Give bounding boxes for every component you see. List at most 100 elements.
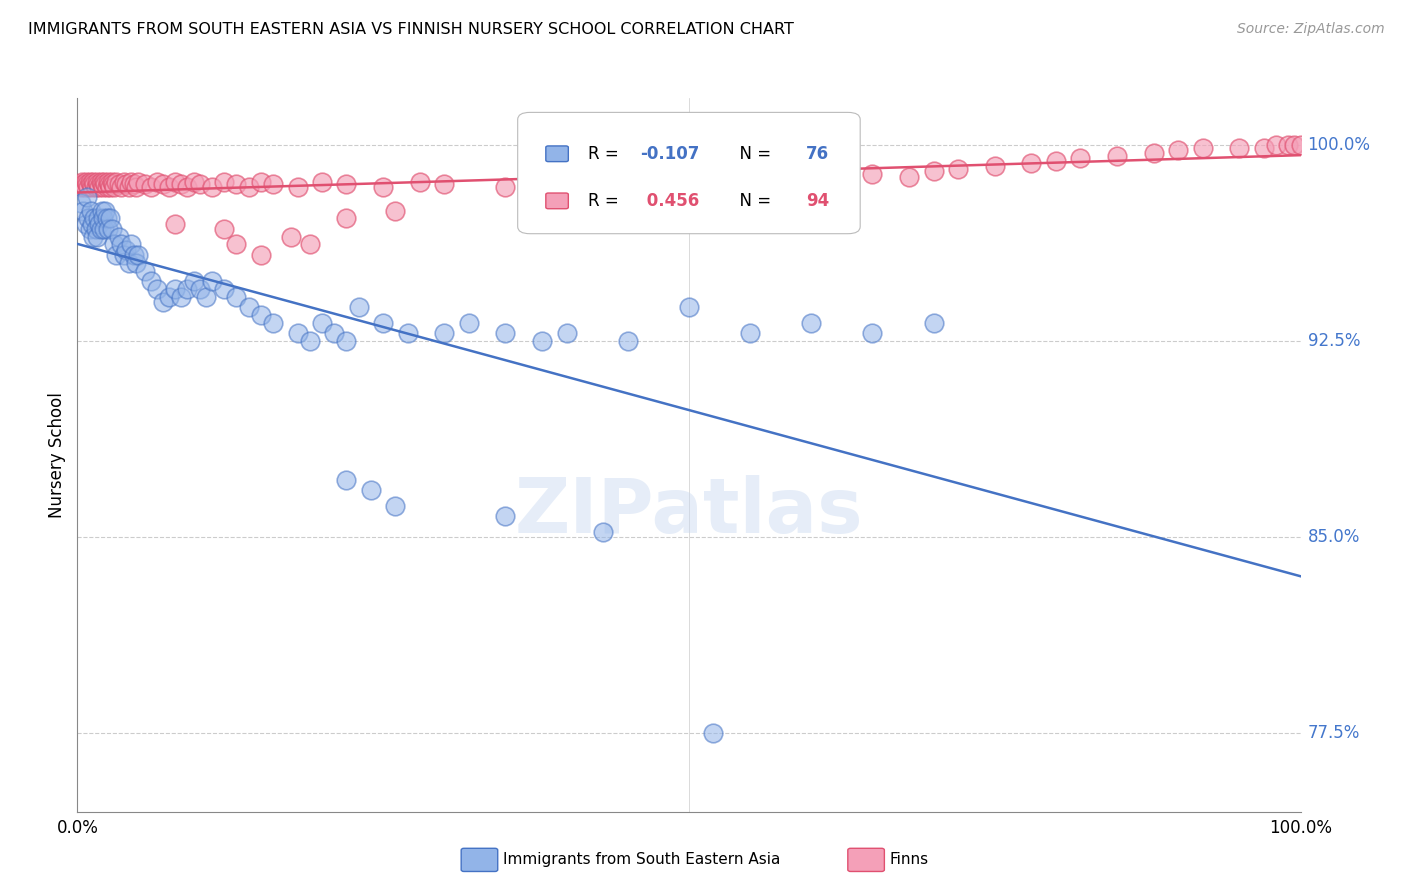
Point <box>120 237 142 252</box>
Point <box>89 180 111 194</box>
Text: R =: R = <box>588 192 624 210</box>
Point <box>287 180 309 194</box>
Point <box>1167 144 1189 158</box>
Point <box>97 175 120 189</box>
Point <box>127 248 149 262</box>
Point <box>100 175 122 189</box>
Point <box>347 300 370 314</box>
Point <box>94 178 117 192</box>
Point <box>298 237 321 252</box>
Point <box>371 316 394 330</box>
Text: N =: N = <box>728 145 776 162</box>
Point <box>311 175 333 189</box>
Point <box>98 178 121 192</box>
Text: 100.0%: 100.0% <box>1308 136 1371 154</box>
Point <box>90 203 112 218</box>
Point <box>250 175 273 189</box>
Point <box>800 175 823 189</box>
Point <box>335 473 357 487</box>
Point <box>384 499 406 513</box>
Point <box>86 175 108 189</box>
Point <box>87 178 110 192</box>
Point <box>84 222 107 236</box>
Point <box>702 726 724 740</box>
Point <box>1045 153 1067 168</box>
FancyBboxPatch shape <box>546 146 568 161</box>
Point <box>87 211 110 226</box>
Point <box>1289 138 1312 153</box>
Point <box>98 211 121 226</box>
Point <box>238 300 260 314</box>
Point <box>1191 141 1213 155</box>
Point <box>100 222 122 236</box>
Point <box>298 334 321 349</box>
Point <box>280 229 302 244</box>
Point <box>898 169 921 184</box>
Point <box>188 282 211 296</box>
Point <box>115 178 138 192</box>
Point <box>122 178 145 192</box>
Point <box>194 290 217 304</box>
Point <box>139 274 162 288</box>
Point <box>152 295 174 310</box>
Point <box>323 326 346 341</box>
Point <box>127 175 149 189</box>
Point <box>79 222 101 236</box>
Point <box>176 180 198 194</box>
Text: R =: R = <box>588 145 624 162</box>
Point <box>311 316 333 330</box>
Point <box>165 175 187 189</box>
Point <box>70 180 93 194</box>
Text: -0.107: -0.107 <box>641 145 700 162</box>
Point <box>946 161 969 176</box>
Point <box>740 326 762 341</box>
Point <box>225 237 247 252</box>
Point <box>862 326 884 341</box>
Point <box>94 203 117 218</box>
Text: 0.456: 0.456 <box>641 192 699 210</box>
Point <box>75 217 97 231</box>
Point <box>740 169 762 184</box>
Point <box>152 178 174 192</box>
Point <box>110 237 132 252</box>
Point <box>617 334 640 349</box>
Point <box>360 483 382 498</box>
Point <box>70 175 93 189</box>
Point <box>984 159 1007 173</box>
Point <box>170 178 193 192</box>
Point <box>72 203 94 218</box>
Point <box>433 326 456 341</box>
Text: Finns: Finns <box>890 853 929 867</box>
Text: Source: ZipAtlas.com: Source: ZipAtlas.com <box>1237 22 1385 37</box>
Point <box>1107 148 1129 162</box>
Text: IMMIGRANTS FROM SOUTH EASTERN ASIA VS FINNISH NURSERY SCHOOL CORRELATION CHART: IMMIGRANTS FROM SOUTH EASTERN ASIA VS FI… <box>28 22 794 37</box>
Point <box>90 222 112 236</box>
Point <box>531 334 554 349</box>
Point <box>75 175 97 189</box>
Point <box>1284 138 1306 153</box>
Point <box>118 256 141 270</box>
Point <box>157 180 180 194</box>
Point <box>76 178 98 192</box>
Point <box>93 222 115 236</box>
Point <box>108 229 131 244</box>
Point <box>922 164 945 178</box>
Point <box>250 248 273 262</box>
Point <box>165 217 187 231</box>
Point <box>105 248 128 262</box>
Point <box>1253 141 1275 155</box>
Point <box>335 211 357 226</box>
Point <box>108 178 131 192</box>
Point <box>433 178 456 192</box>
Point <box>555 326 578 341</box>
Point <box>91 211 114 226</box>
Point <box>73 180 96 194</box>
Point <box>371 180 394 194</box>
Point <box>188 178 211 192</box>
Point <box>72 178 94 192</box>
Point <box>250 308 273 322</box>
Point <box>80 203 103 218</box>
Point <box>287 326 309 341</box>
Point <box>146 175 169 189</box>
Point <box>134 178 156 192</box>
